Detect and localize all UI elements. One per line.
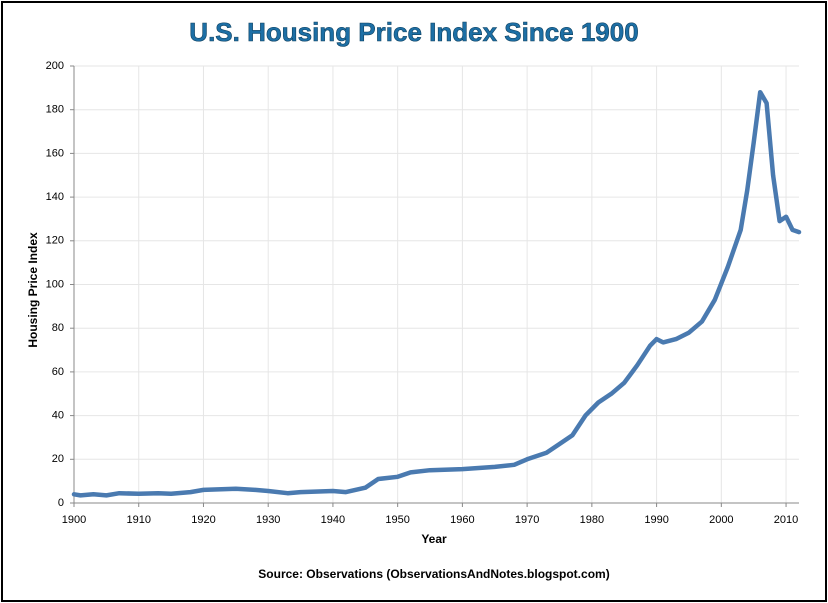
x-tick-label: 1920 xyxy=(191,514,215,526)
y-tick-label: 80 xyxy=(52,322,64,334)
x-tick-label: 1930 xyxy=(256,514,280,526)
x-axis-label: Year xyxy=(421,532,447,546)
data-line xyxy=(71,89,802,498)
y-tick-label: 200 xyxy=(46,60,64,72)
y-tick-label: 100 xyxy=(46,278,64,290)
y-tick-label: 160 xyxy=(46,147,64,159)
y-tick-label: 40 xyxy=(52,410,64,422)
y-tick-label: 180 xyxy=(46,104,64,116)
chart-title: U.S. Housing Price Index Since 1900 xyxy=(189,17,638,47)
source-note: Source: Observations (ObservationsAndNot… xyxy=(258,567,609,581)
x-tick-label: 1940 xyxy=(321,514,345,526)
y-tick-label: 140 xyxy=(46,191,64,203)
x-tick-label: 1900 xyxy=(62,514,86,526)
x-tick-label: 1990 xyxy=(644,514,668,526)
x-tick-label: 2010 xyxy=(774,514,798,526)
x-tick-label: 2000 xyxy=(709,514,733,526)
y-tick-label: 60 xyxy=(52,366,64,378)
y-tick-label: 0 xyxy=(58,497,64,509)
x-tick-label: 1960 xyxy=(450,514,474,526)
x-tick-label: 1910 xyxy=(126,514,150,526)
y-tick-label: 120 xyxy=(46,235,64,247)
y-axis-label: Housing Price Index xyxy=(26,232,40,348)
x-tick-label: 1980 xyxy=(580,514,604,526)
y-tick-label: 20 xyxy=(52,453,64,465)
x-tick-label: 1950 xyxy=(385,514,409,526)
x-tick-label: 1970 xyxy=(515,514,539,526)
